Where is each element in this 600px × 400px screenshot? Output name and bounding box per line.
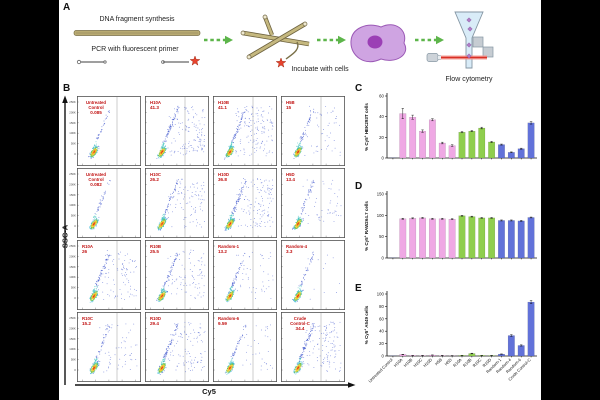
branched-dna-icon — [240, 14, 310, 68]
x-tick-label: R10C — [472, 357, 483, 368]
y-tick-label: 20 — [379, 135, 384, 140]
bar-h10a — [399, 113, 407, 159]
dashed-arrow-icon — [415, 35, 444, 45]
bar-r10d — [488, 141, 496, 159]
x-tick-label: H10B — [403, 357, 414, 368]
bar-h5b — [438, 142, 446, 159]
bar-r10d — [488, 217, 496, 259]
bar-crude-control-c — [527, 122, 535, 159]
bar-random-6 — [517, 220, 525, 259]
bar-r10b — [468, 216, 476, 259]
cy5-axis-label: Cy5 — [202, 387, 216, 396]
bar-random-6 — [517, 148, 525, 159]
y-tick-label: 0 — [381, 256, 384, 261]
bar-random-4 — [507, 335, 515, 357]
x-tick-label: H10C — [412, 357, 423, 368]
bar-random-1 — [498, 220, 505, 259]
bar-random-4 — [507, 220, 515, 259]
y-tick-label: 50 — [379, 234, 384, 239]
bar-crude-control-c — [527, 301, 535, 357]
x-tick-label: H5B — [434, 357, 443, 366]
bar-h5d — [448, 219, 456, 259]
y-tick-label: 80 — [379, 304, 384, 309]
bar-h10c — [419, 130, 426, 159]
forward-primer-icon — [76, 59, 107, 65]
dashed-arrow-icon — [204, 35, 233, 45]
laser-source — [426, 53, 439, 62]
bar-random-4 — [507, 152, 515, 159]
x-tick-label: R10A — [452, 357, 463, 368]
bar-chart-a549: 0 20 40 60 80 100 % Cy5+ A549 cells Untreated C… — [364, 291, 537, 384]
y-tick-label: 20 — [379, 341, 384, 346]
detector-box — [472, 36, 484, 48]
figure-content: A DNA fragment synthesis PCR with fluore… — [59, 0, 541, 400]
bar-random-1 — [498, 144, 505, 159]
dna-duplex-icon — [73, 30, 201, 36]
bar-chart-hek293t: 0 20 40 60 % Cy5+ HEK293T cells — [364, 93, 537, 161]
x-tick-label: H10D — [422, 357, 433, 368]
cy5-star-icon — [189, 55, 201, 66]
step2-caption: Incubate with cells — [291, 66, 349, 73]
y-tick-label: 60 — [379, 94, 384, 99]
panel-b-axes — [62, 95, 356, 388]
y-tick-label: 100 — [377, 213, 385, 218]
bar-r10c — [478, 217, 486, 259]
step1-caption-line1: DNA fragment synthesis — [99, 16, 175, 23]
bar-random-6 — [517, 345, 525, 357]
bar-chart-raw264-7: 0 50 100 150 % Cy5+ RAW264.7 cells — [364, 191, 537, 261]
cell-icon — [350, 24, 407, 63]
y-axis-label: % Cy5+ RAW264.7 cells — [364, 201, 369, 251]
x-tick-label: H10A — [393, 357, 404, 368]
cell-nucleus — [367, 35, 383, 49]
x-tick-label: R10B — [462, 357, 473, 368]
bar-h5b — [438, 218, 446, 259]
bar-h10d — [428, 218, 436, 259]
bar-h10d — [428, 119, 436, 159]
x-tick-label: Untreated Control — [367, 357, 393, 383]
cy5-primer-icon — [161, 55, 201, 66]
bar-h10b — [409, 117, 417, 159]
bar-h10a — [399, 218, 407, 259]
y-tick-label: 40 — [379, 329, 384, 334]
y-axis-label: % Cy5+ A549 cells — [364, 305, 369, 344]
cy5-star-icon — [275, 57, 287, 68]
bar-crude-control-c — [527, 217, 535, 259]
y-axis-label: % Cy5+ HEK293T cells — [364, 103, 369, 151]
dashed-arrow-icon — [317, 35, 346, 45]
bar-r10c — [478, 127, 486, 159]
bar-h10b — [409, 218, 417, 259]
step1-caption-line2: PCR with fluorescent primer — [91, 46, 179, 53]
y-tick-label: 0 — [381, 354, 384, 359]
step4-caption: Flow cytometry — [445, 76, 493, 83]
bar-h5d — [448, 145, 456, 159]
y-tick-label: 150 — [377, 192, 385, 197]
y-tick-label: 60 — [379, 316, 384, 321]
y-tick-label: 40 — [379, 114, 384, 119]
bar-r10a — [458, 132, 466, 159]
bar-r10b — [468, 130, 476, 159]
y-tick-label: 0 — [381, 156, 384, 161]
bar-r10a — [458, 215, 466, 259]
y-tick-label: 100 — [377, 292, 385, 297]
bar-h10c — [419, 217, 426, 259]
panel-a-workflow: DNA fragment synthesis PCR with fluoresc… — [73, 11, 494, 83]
